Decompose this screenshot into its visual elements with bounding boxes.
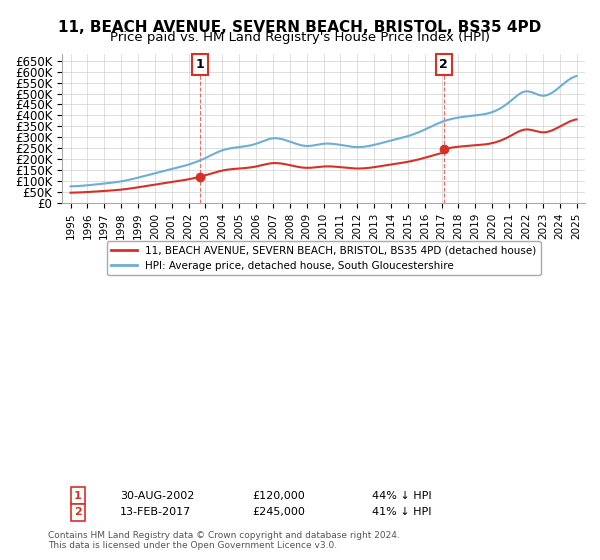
Text: 30-AUG-2002: 30-AUG-2002 [120,491,194,501]
Legend: 11, BEACH AVENUE, SEVERN BEACH, BRISTOL, BS35 4PD (detached house), HPI: Average: 11, BEACH AVENUE, SEVERN BEACH, BRISTOL,… [107,241,541,275]
Text: £245,000: £245,000 [252,507,305,517]
Text: £120,000: £120,000 [252,491,305,501]
Text: 2: 2 [74,507,82,517]
Text: 1: 1 [196,58,204,71]
Text: 41% ↓ HPI: 41% ↓ HPI [372,507,431,517]
Text: 13-FEB-2017: 13-FEB-2017 [120,507,191,517]
Text: 1: 1 [74,491,82,501]
Text: 11, BEACH AVENUE, SEVERN BEACH, BRISTOL, BS35 4PD: 11, BEACH AVENUE, SEVERN BEACH, BRISTOL,… [58,20,542,35]
Text: 44% ↓ HPI: 44% ↓ HPI [372,491,431,501]
Text: 2: 2 [439,58,448,71]
Text: Price paid vs. HM Land Registry's House Price Index (HPI): Price paid vs. HM Land Registry's House … [110,31,490,44]
Text: Contains HM Land Registry data © Crown copyright and database right 2024.
This d: Contains HM Land Registry data © Crown c… [48,530,400,550]
